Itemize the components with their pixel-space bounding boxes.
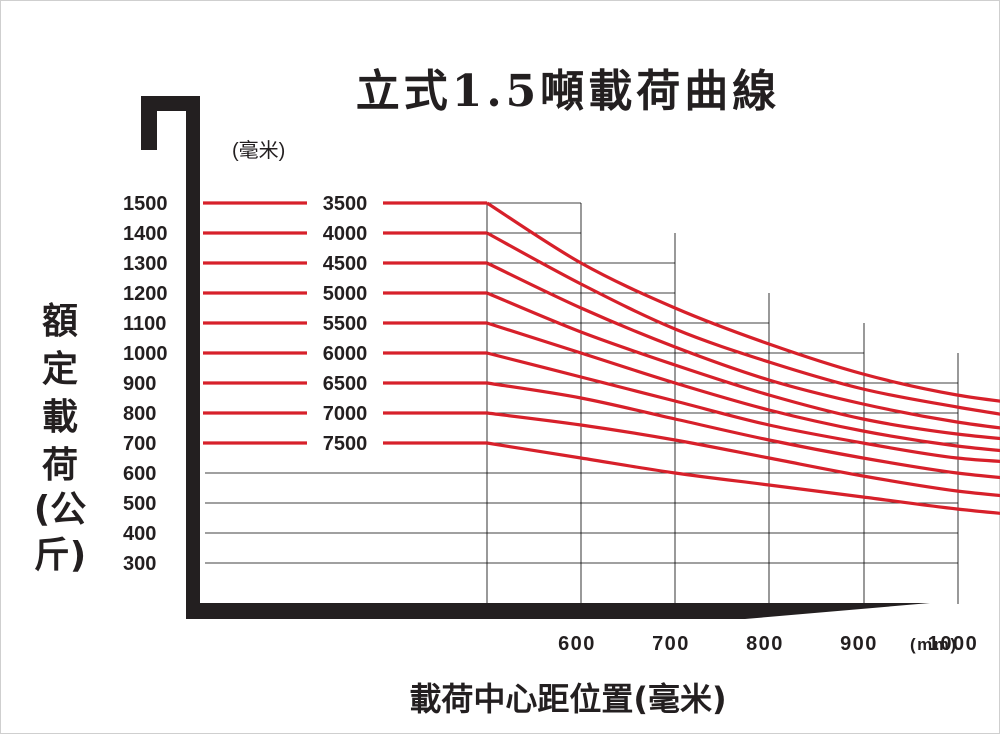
x-unit-label: (mm) xyxy=(910,635,958,654)
series-curve xyxy=(486,291,1000,441)
series-curve xyxy=(486,351,1000,463)
y-axis-label-char: 額 xyxy=(42,301,78,342)
series-curve xyxy=(486,231,1000,416)
x-axis-title: 載荷中心距位置(毫米) xyxy=(409,680,726,718)
y-tick-label: 1500 xyxy=(123,193,168,215)
y-axis-label-char: 載 xyxy=(42,397,78,438)
y-axis-label-char: 荷 xyxy=(42,445,78,486)
y-tick-label: 300 xyxy=(123,553,156,575)
y-unit-label: (毫米) xyxy=(232,139,285,162)
series-label: 3500 xyxy=(323,193,368,215)
y-tick-label: 1400 xyxy=(123,223,168,245)
x-tick-label: 700 xyxy=(652,633,690,655)
x-tick-label: 800 xyxy=(746,633,784,655)
series-label: 7500 xyxy=(323,433,368,455)
x-tick-label: 1000 xyxy=(928,633,979,655)
series-label: 5000 xyxy=(323,283,368,305)
y-tick-label: 500 xyxy=(123,493,156,515)
y-tick-label: 1000 xyxy=(123,343,168,365)
series-label: 4000 xyxy=(323,223,368,245)
series-label: 6000 xyxy=(323,343,368,365)
y-tick-label: 900 xyxy=(123,373,156,395)
series-label: 6500 xyxy=(323,373,368,395)
series-curve xyxy=(486,201,1000,403)
y-tick-label: 1100 xyxy=(123,313,166,335)
series-curve xyxy=(486,381,1000,480)
y-tick-label: 800 xyxy=(123,403,156,425)
y-axis-label-char: 定 xyxy=(42,349,78,390)
y-axis-label-char: 斤) xyxy=(34,535,86,576)
series-curve xyxy=(486,441,1000,515)
y-tick-label: 600 xyxy=(123,463,156,485)
series-curve xyxy=(486,261,1000,430)
series-curve xyxy=(486,411,1000,498)
series-label: 5500 xyxy=(323,313,368,335)
series-label: 7000 xyxy=(323,403,368,425)
chart-title: 立式1.5噸載荷曲線 xyxy=(356,66,781,117)
y-tick-label: 400 xyxy=(123,523,156,545)
series-label: 4500 xyxy=(323,253,368,275)
y-tick-label: 1200 xyxy=(123,283,168,305)
x-tick-label: 900 xyxy=(840,633,878,655)
series-curve xyxy=(486,321,1000,453)
x-tick-label: 600 xyxy=(558,633,596,655)
y-tick-label: 1300 xyxy=(123,253,168,275)
y-axis-label-char: (公 xyxy=(34,489,86,530)
y-tick-label: 700 xyxy=(123,433,156,455)
